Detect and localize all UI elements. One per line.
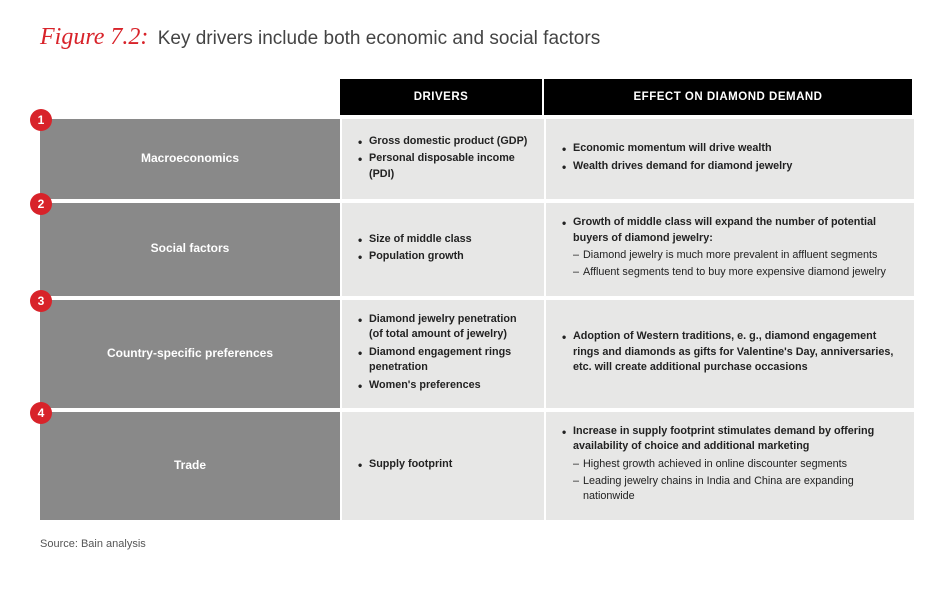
effect-subitem: Diamond jewelry is much more prevalent i… bbox=[573, 248, 900, 264]
figure-title: Figure 7.2: Key drivers include both eco… bbox=[40, 24, 910, 51]
row-label: 1Macroeconomics bbox=[40, 115, 340, 199]
drivers-cell: Size of middle classPopulation growth bbox=[340, 199, 544, 296]
row-label: 2Social factors bbox=[40, 199, 340, 296]
row-label-text: Macroeconomics bbox=[141, 151, 239, 167]
row-label-text: Trade bbox=[174, 458, 206, 474]
driver-item: Diamond jewelry penetration (of total am… bbox=[358, 312, 530, 343]
effect-subitem: Affluent segments tend to buy more expen… bbox=[573, 265, 900, 281]
effect-cell: Economic momentum will drive wealth Wealt… bbox=[544, 115, 914, 199]
column-header-drivers: DRIVERS bbox=[340, 79, 544, 115]
effect-cell: Growth of middle class will expand the n… bbox=[544, 199, 914, 296]
effect-item: Increase in supply footprint stimulates … bbox=[562, 424, 900, 506]
row-label-text: Country-specific preferences bbox=[107, 346, 273, 362]
effect-subitem: Highest growth achieved in online discou… bbox=[573, 457, 900, 473]
effect-item: Adoption of Western traditions, e. g., d… bbox=[562, 329, 900, 376]
row-badge: 4 bbox=[30, 402, 52, 424]
figure-number: Figure 7.2: bbox=[40, 24, 148, 50]
driver-item: Gross domestic product (GDP) bbox=[358, 134, 530, 150]
effect-cell: Increase in supply footprint stimulates … bbox=[544, 408, 914, 520]
row-label: 4Trade bbox=[40, 408, 340, 520]
row-badge: 3 bbox=[30, 290, 52, 312]
effect-item: Wealth drives demand for diamond jewelry bbox=[562, 159, 900, 175]
row-badge: 2 bbox=[30, 193, 52, 215]
row-badge: 1 bbox=[30, 109, 52, 131]
driver-item: Personal disposable income (PDI) bbox=[358, 151, 530, 182]
driver-item: Women's preferences bbox=[358, 378, 530, 394]
driver-item: Size of middle class bbox=[358, 232, 530, 248]
driver-item: Population growth bbox=[358, 249, 530, 265]
row-label-text: Social factors bbox=[151, 241, 230, 257]
column-header-effect: EFFECT ON DIAMOND DEMAND bbox=[544, 79, 914, 115]
driver-table: DRIVERS EFFECT ON DIAMOND DEMAND 1Macroe… bbox=[40, 79, 910, 520]
drivers-cell: Supply footprint bbox=[340, 408, 544, 520]
row-label: 3Country-specific preferences bbox=[40, 296, 340, 408]
drivers-cell: Diamond jewelry penetration (of total am… bbox=[340, 296, 544, 408]
effect-cell: Adoption of Western traditions, e. g., d… bbox=[544, 296, 914, 408]
source-note: Source: Bain analysis bbox=[40, 538, 910, 550]
driver-item: Supply footprint bbox=[358, 457, 530, 473]
driver-item: Diamond engagement rings penetration bbox=[358, 345, 530, 376]
header-spacer bbox=[40, 79, 340, 115]
effect-subitem: Leading jewelry chains in India and Chin… bbox=[573, 474, 900, 505]
effect-item: Economic momentum will drive wealth bbox=[562, 141, 900, 157]
effect-item: Growth of middle class will expand the n… bbox=[562, 215, 900, 282]
drivers-cell: Gross domestic product (GDP)Personal dis… bbox=[340, 115, 544, 199]
figure-subtitle: Key drivers include both economic and so… bbox=[158, 28, 601, 49]
